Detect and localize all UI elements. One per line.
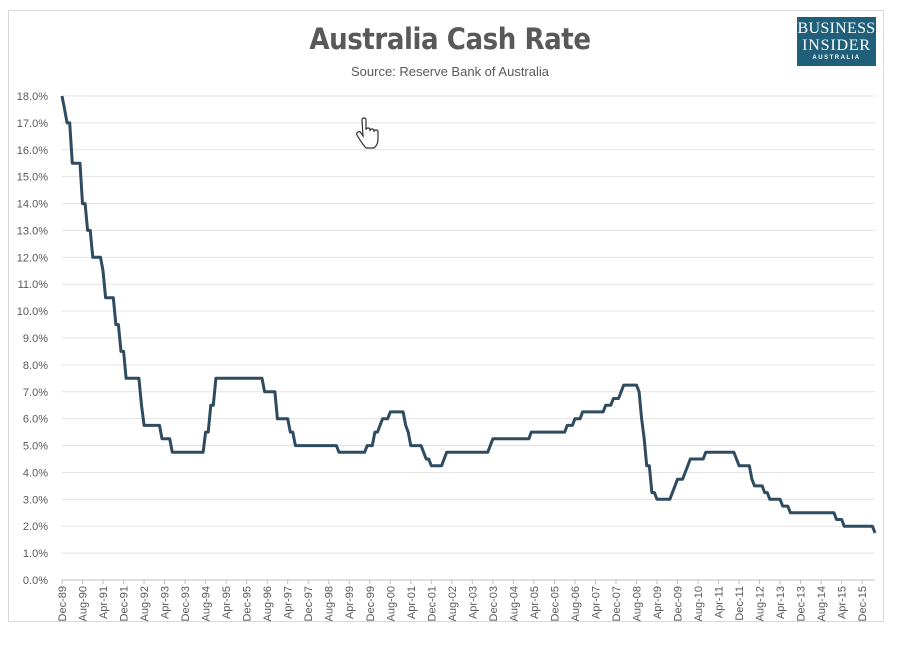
x-tick-label: Dec-13: [796, 586, 808, 621]
y-tick-label: 17.0%: [17, 118, 48, 130]
x-tick-label: Apr-09: [652, 586, 664, 619]
x-tick-label: Dec-03: [488, 586, 500, 621]
x-tick-label: Aug-02: [447, 586, 459, 621]
x-tick-label: Dec-01: [426, 586, 438, 621]
x-tick-label: Aug-06: [570, 586, 582, 621]
y-tick-label: 9.0%: [23, 333, 48, 345]
x-tick-label: Apr-05: [529, 586, 541, 619]
x-tick-label: Dec-95: [242, 586, 254, 621]
x-tick-label: Dec-09: [673, 586, 685, 621]
x-tick-label: Aug-00: [385, 586, 397, 621]
x-tick-label: Aug-10: [693, 586, 705, 621]
y-axis: 0.0% 1.0% 2.0% 3.0% 4.0% 5.0% 6.0% 7.0% 8.0% 9.0%…: [17, 91, 48, 587]
hand-pointer-icon: [356, 117, 379, 149]
x-tick-label: Apr-91: [98, 586, 110, 619]
y-tick-label: 7.0%: [23, 387, 48, 399]
x-tick-label: Apr-13: [775, 586, 787, 619]
x-tick-label: Dec-15: [857, 586, 869, 621]
x-tick-label: Apr-03: [467, 586, 479, 619]
x-tick-label: Aug-08: [631, 586, 643, 621]
chart-title: Australia Cash Rate: [309, 22, 591, 56]
logo-line-1: BUSINESS: [797, 20, 876, 37]
y-tick-label: 4.0%: [23, 467, 48, 479]
y-tick-label: 10.0%: [17, 306, 48, 318]
x-axis: Dec-89 Aug-90 Apr-91 Dec-91 Aug-92 Apr-93 Dec-…: [57, 580, 869, 621]
y-tick-label: 0.0%: [23, 575, 48, 587]
x-tick-label: Aug-04: [508, 586, 520, 621]
business-insider-logo: BUSINESS INSIDER AUSTRALIA: [797, 17, 876, 66]
y-tick-label: 15.0%: [17, 172, 48, 184]
x-tick-label: Aug-96: [262, 586, 274, 621]
x-tick-label: Dec-11: [734, 586, 746, 621]
x-tick-label: Aug-92: [139, 586, 151, 621]
cash-rate-line: [60, 95, 877, 534]
y-tick-label: 1.0%: [23, 548, 48, 560]
y-tick-label: 2.0%: [23, 521, 48, 533]
x-tick-label: Dec-89: [57, 586, 69, 621]
x-tick-label: Dec-91: [119, 586, 131, 621]
y-tick-label: 8.0%: [23, 360, 48, 372]
x-tick-label: Apr-15: [837, 586, 849, 619]
x-tick-label: Apr-99: [344, 586, 356, 619]
x-tick-label: Dec-07: [611, 586, 623, 621]
x-tick-label: Dec-99: [365, 586, 377, 621]
x-tick-label: Aug-94: [201, 586, 213, 621]
x-tick-label: Dec-93: [180, 586, 192, 621]
y-tick-label: 14.0%: [17, 199, 48, 211]
x-tick-label: Apr-01: [406, 586, 418, 619]
gridlines: [62, 95, 875, 581]
y-tick-label: 16.0%: [17, 145, 48, 157]
x-tick-label: Aug-12: [755, 586, 767, 621]
x-tick-label: Apr-11: [714, 586, 726, 618]
logo-line-3: AUSTRALIA: [812, 55, 861, 61]
chart-frame: [8, 10, 884, 622]
x-tick-label: Apr-95: [221, 586, 233, 619]
x-tick-label: Dec-97: [303, 586, 315, 621]
x-tick-label: Aug-14: [816, 586, 828, 621]
y-tick-label: 13.0%: [17, 225, 48, 237]
logo-line-2: INSIDER: [802, 37, 871, 54]
x-tick-label: Aug-98: [324, 586, 336, 621]
chart-subtitle: Source: Reserve Bank of Australia: [351, 64, 549, 79]
y-tick-label: 6.0%: [23, 414, 48, 426]
x-tick-label: Apr-07: [590, 586, 602, 619]
x-tick-label: Apr-97: [283, 586, 295, 619]
y-tick-label: 12.0%: [17, 252, 48, 264]
y-tick-label: 3.0%: [23, 494, 48, 506]
x-tick-label: Aug-90: [78, 586, 90, 621]
series-group: [60, 95, 877, 534]
x-tick-label: Apr-93: [160, 586, 172, 619]
y-tick-label: 11.0%: [18, 279, 49, 291]
y-tick-label: 5.0%: [23, 441, 48, 453]
y-tick-label: 18.0%: [17, 91, 48, 103]
x-tick-label: Dec-05: [549, 586, 561, 621]
